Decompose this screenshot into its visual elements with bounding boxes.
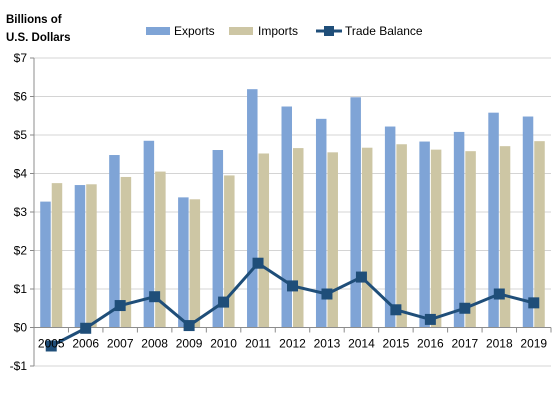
imports-bar: [534, 141, 545, 328]
exports-bar: [212, 150, 224, 328]
exports-bar: [281, 106, 292, 328]
trade-balance-point: [80, 322, 92, 334]
imports-bar: [258, 153, 270, 328]
trade-balance-point: [355, 271, 367, 283]
imports-bar: [361, 147, 373, 328]
y-axis-title-line-2: U.S. Dollars: [6, 32, 71, 44]
legend-label-trade-balance: Trade Balance: [345, 24, 423, 38]
trade-balance-point: [252, 257, 264, 269]
bars: [40, 89, 545, 328]
y-axis-ticks: -$1 $0 $1 $2 $3 $4 $5 $6 $7: [10, 51, 34, 373]
exports-bar: [109, 155, 120, 328]
x-tick-label: 2015: [383, 337, 410, 351]
x-tick-label: 2012: [279, 337, 306, 351]
y-tick-label: $3: [14, 205, 28, 219]
imports-bar: [51, 183, 63, 328]
exports-bar: [178, 197, 189, 328]
legend-marker-trade-balance: [324, 26, 334, 36]
trade-balance-point: [114, 300, 126, 312]
y-tick-label: $7: [14, 51, 28, 65]
y-tick-label: $6: [14, 90, 28, 104]
y-axis-title-line-1: Billions of: [6, 14, 62, 26]
imports-bar: [499, 146, 511, 328]
imports-bar: [155, 171, 166, 328]
y-tick-label: $2: [14, 244, 28, 258]
exports-bar: [522, 116, 534, 328]
legend-swatch-imports: [229, 27, 253, 35]
imports-bar: [86, 184, 97, 328]
exports-bar: [384, 126, 396, 328]
legend: Exports Imports Trade Balance: [146, 24, 423, 38]
exports-bar: [143, 140, 155, 328]
trade-balance-point: [493, 288, 505, 300]
imports-bar: [396, 144, 407, 328]
exports-bar: [74, 185, 86, 328]
imports-bar: [293, 148, 304, 328]
x-tick-label: 2009: [176, 337, 203, 351]
x-axis-ticks: 2005 2006 2007 2008 2009 2010 2011 2012 2013 2014…: [33, 327, 552, 351]
trade-balance-point: [149, 291, 161, 303]
imports-bar: [120, 176, 132, 328]
exports-bar: [315, 118, 327, 328]
x-tick-label: 2011: [245, 337, 271, 351]
legend-swatch-exports: [146, 27, 170, 35]
trade-balance-point: [183, 320, 195, 332]
legend-label-imports: Imports: [258, 24, 298, 38]
y-axis-title: Billions of U.S. Dollars: [6, 14, 71, 44]
y-tick-label: $5: [14, 128, 28, 142]
exports-bar: [453, 131, 465, 328]
trade-balance-point: [287, 280, 298, 292]
trade-balance-point: [321, 288, 333, 300]
imports-bar: [430, 149, 442, 328]
y-tick-label: -$1: [10, 359, 28, 373]
y-tick-label: $4: [14, 167, 28, 181]
x-tick-label: 2019: [520, 337, 547, 351]
x-tick-label: 2007: [107, 337, 134, 351]
exports-bar: [419, 141, 430, 328]
imports-bar: [189, 199, 201, 328]
gridlines: [34, 57, 551, 367]
trade-balance-point: [424, 313, 436, 325]
y-tick-label: $0: [14, 321, 28, 335]
x-tick-label: 2005: [38, 337, 65, 351]
trade-balance-point: [528, 297, 540, 309]
x-tick-label: 2008: [141, 337, 168, 351]
x-tick-label: 2016: [417, 337, 444, 351]
x-tick-label: 2006: [72, 337, 99, 351]
trade-balance-point: [390, 304, 402, 316]
trade-balance-point: [45, 340, 57, 352]
imports-bar: [465, 151, 476, 328]
trade-balance-series: [45, 257, 540, 352]
legend-label-exports: Exports: [174, 24, 215, 38]
y-tick-label: $1: [14, 282, 28, 296]
trade-balance-point: [459, 302, 471, 314]
exports-bar: [40, 201, 51, 328]
imports-bar: [224, 175, 235, 328]
x-tick-label: 2014: [348, 337, 375, 351]
exports-bar: [247, 89, 258, 328]
x-tick-label: 2018: [486, 337, 513, 351]
x-tick-label: 2010: [210, 337, 237, 351]
trade-balance-point: [218, 296, 230, 308]
imports-bar: [327, 152, 338, 328]
x-tick-label: 2017: [451, 337, 478, 351]
x-tick-label: 2013: [314, 337, 341, 351]
exports-bar: [350, 97, 361, 328]
exports-bar: [488, 112, 499, 328]
